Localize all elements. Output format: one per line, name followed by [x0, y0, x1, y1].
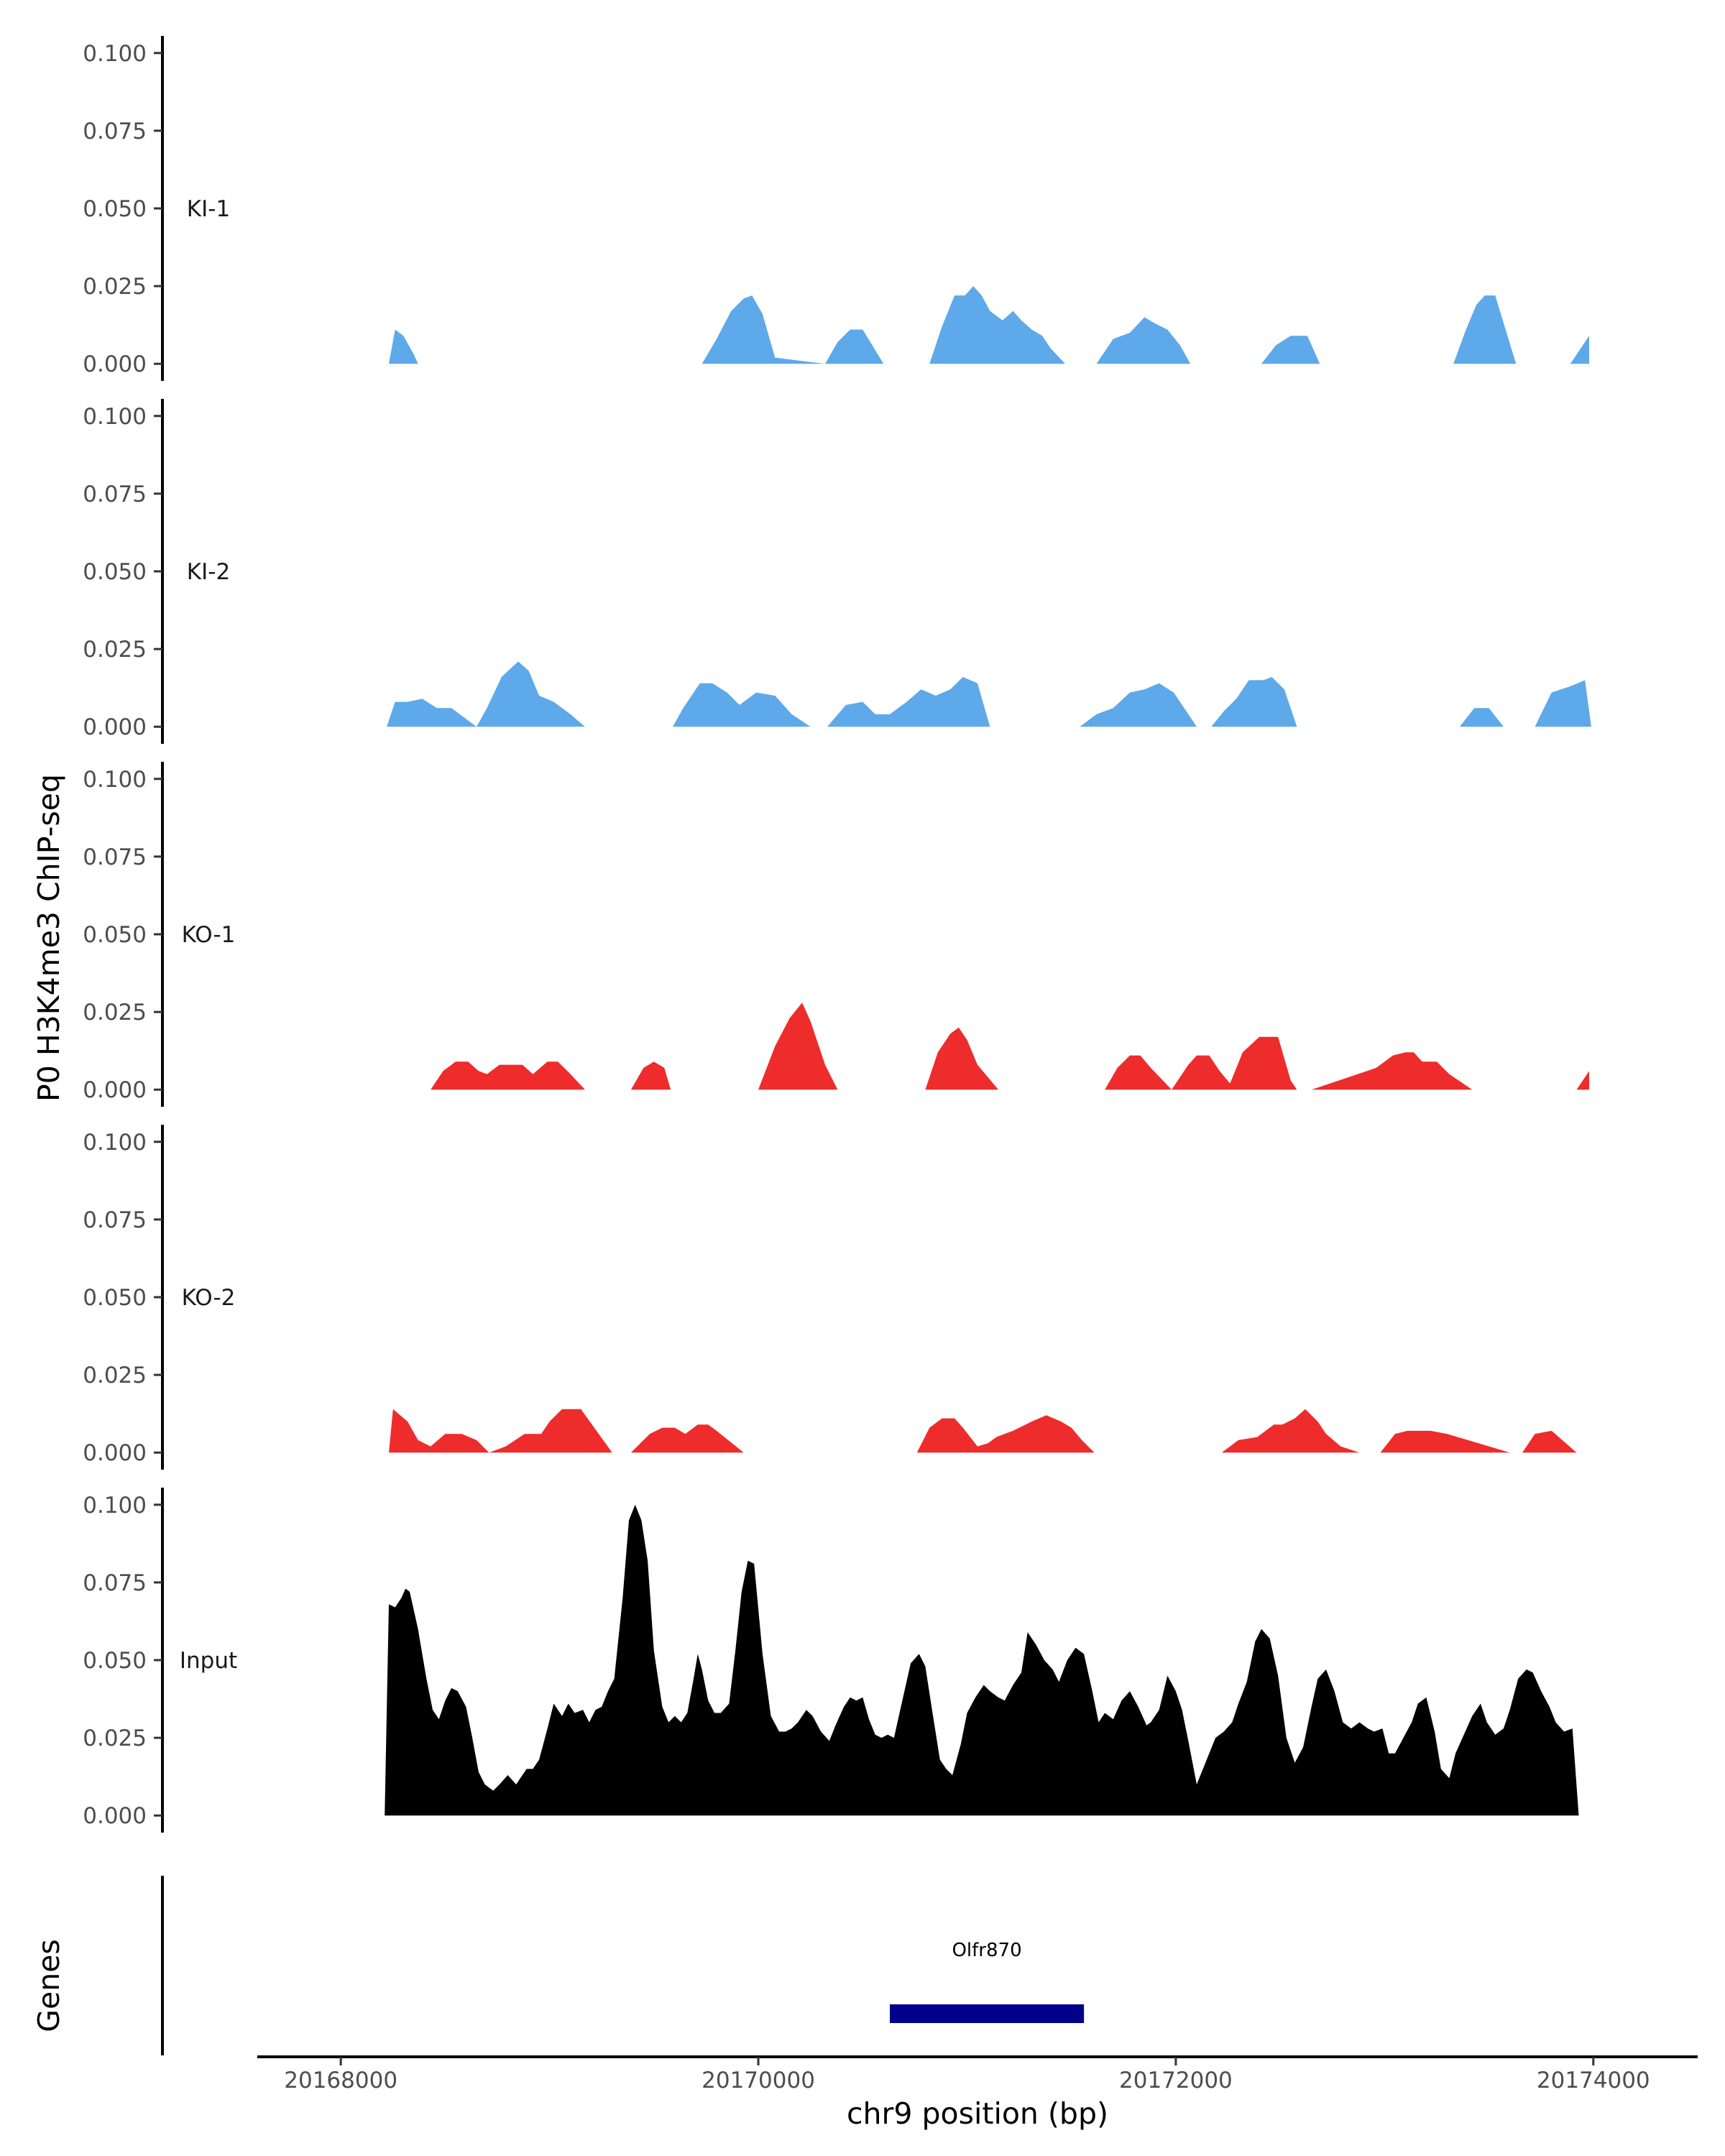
y-tick-label: 0.000 — [83, 1803, 147, 1829]
signal-area-ki-1 — [389, 286, 1589, 364]
y-tick-label: 0.025 — [83, 1726, 147, 1751]
signal-area-input — [385, 1504, 1579, 1816]
y-axis-title: P0 H3K4me3 ChIP-seq — [32, 774, 66, 1102]
y-tick-label: 0.100 — [83, 1493, 147, 1519]
track-panels: 0.0000.0250.0500.0750.100KI-10.0000.0250… — [83, 36, 1591, 1833]
gene-label: Olfr870 — [952, 1940, 1021, 1961]
y-tick-label: 0.100 — [83, 41, 147, 67]
y-tick-label: 0.025 — [83, 637, 147, 663]
y-tick-label: 0.025 — [83, 274, 147, 300]
track-label: KI-2 — [187, 559, 230, 585]
y-tick-label: 0.100 — [83, 1130, 147, 1156]
x-axis-title: chr9 position (bp) — [847, 2096, 1108, 2131]
y-tick-label: 0.025 — [83, 1363, 147, 1388]
y-tick-label: 0.000 — [83, 351, 147, 377]
y-tick-label: 0.075 — [83, 1570, 147, 1596]
x-axis: 20168000 20170000 20172000 20174000 — [257, 2055, 1698, 2093]
y-tick-label: 0.075 — [83, 1207, 147, 1233]
y-tick-label: 0.100 — [83, 767, 147, 793]
y-tick-label: 0.075 — [83, 844, 147, 870]
x-tick-label: 20170000 — [702, 2068, 815, 2093]
y-tick-label: 0.050 — [83, 922, 147, 948]
y-tick-label: 0.000 — [83, 1440, 147, 1466]
genes-axis-title: Genes — [32, 1939, 66, 2032]
x-tick-label: 20174000 — [1537, 2068, 1650, 2093]
y-tick-label: 0.100 — [83, 404, 147, 430]
y-tick-label: 0.000 — [83, 714, 147, 740]
y-tick-label: 0.025 — [83, 1000, 147, 1026]
track-panel-ki-1: 0.000 0.025 0.050 0.075 0.100 KI-1 — [83, 36, 1589, 381]
signal-area-ko-2 — [389, 1409, 1577, 1453]
track-label: Input — [180, 1648, 237, 1674]
x-tick-label: 20172000 — [1119, 2068, 1233, 2093]
signal-area-ki-2 — [387, 661, 1591, 727]
track-label: KI-1 — [187, 196, 230, 222]
y-tick-label: 0.075 — [83, 119, 147, 144]
y-tick-label: 0.050 — [83, 1285, 147, 1311]
gene-bar — [890, 2004, 1085, 2023]
y-tick-label: 0.075 — [83, 482, 147, 507]
gene-panel: Olfr870 — [161, 1876, 1085, 2055]
y-tick-label: 0.050 — [83, 559, 147, 585]
signal-area-ko-1 — [431, 1003, 1589, 1090]
track-label: KO-2 — [182, 1285, 236, 1311]
track-panel-ki-2: 0.000 0.025 0.050 0.075 0.100 KI-2 — [83, 399, 1591, 744]
x-tick-label: 20168000 — [284, 2068, 397, 2093]
y-tick-label: 0.050 — [83, 196, 147, 222]
track-panel-input: 0.000 0.025 0.050 0.075 0.100 Input — [83, 1488, 1579, 1833]
y-tick-label: 0.000 — [83, 1077, 147, 1103]
track-panel-ko-2: 0.000 0.025 0.050 0.075 0.100 KO-2 — [83, 1125, 1577, 1470]
track-label: KO-1 — [182, 922, 236, 948]
y-tick-label: 0.050 — [83, 1648, 147, 1674]
track-panel-ko-1: 0.000 0.025 0.050 0.075 0.100 KO-1 — [83, 762, 1589, 1107]
